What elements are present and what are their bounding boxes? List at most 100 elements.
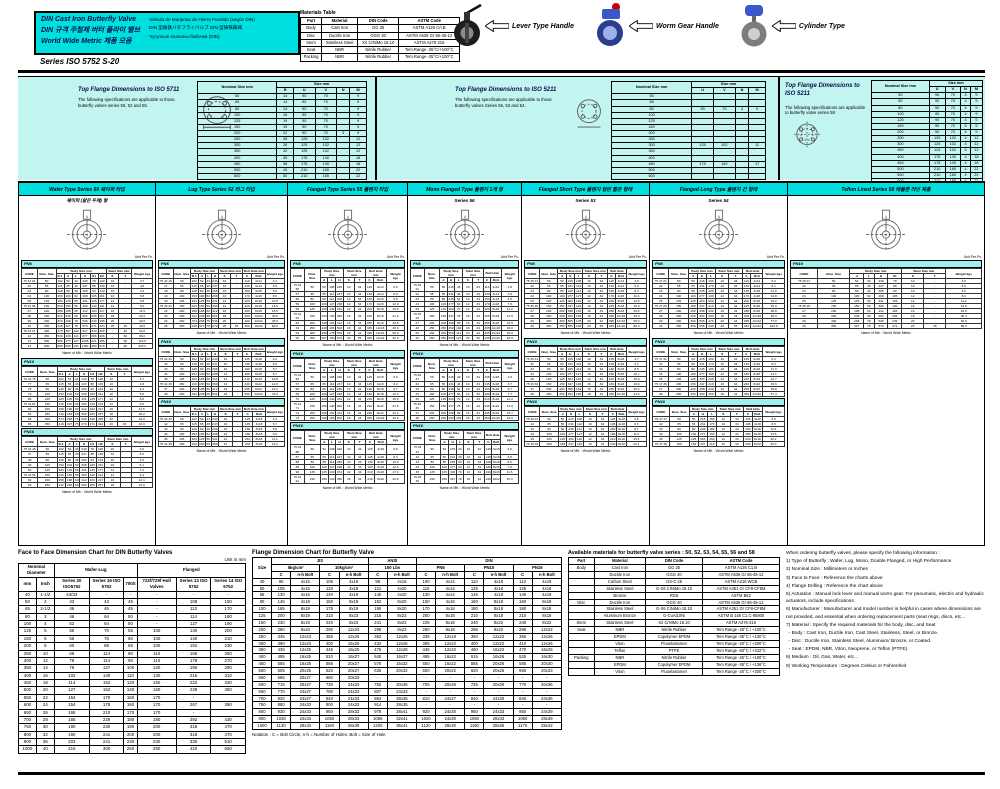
pn-rating-label: PN10	[790, 260, 982, 268]
flange-chart-title: Flange Dimension Chart for Butterfly Val…	[252, 550, 375, 556]
unit-label: Unit Per Pc.	[766, 255, 785, 259]
series-header: Wafer Type Series 50 웨이퍼 타입	[19, 181, 155, 196]
valve-type-label: Cylinder Type	[798, 22, 845, 30]
mfr-label: Name of Mfr. : World Wide Metric	[693, 331, 744, 336]
flange-panel-note: The following specifications are applica…	[785, 104, 866, 116]
valve-type-worm-gear: Worm Gear Handle	[594, 3, 719, 49]
series-column-teflon: Teflon Lined Series 58 테플론 라인 제품 Unit Pe…	[788, 181, 985, 545]
series-table-pn6: CODE Nom. Size Body Size mm Stem Size mm Bol…	[651, 267, 785, 330]
valve-type-cylinder: Cylinder Type	[739, 3, 845, 49]
valve-drawing	[19, 205, 155, 255]
valve-drawing	[408, 205, 521, 255]
flange-panel-iso5711: Top Flange Dimensions to ISO 5711 The fo…	[18, 77, 375, 181]
series-table-pn16: CODE Nom. Size Body Size mm Stem Size mm Bol…	[290, 430, 405, 484]
pn-rating-label: PN16	[158, 398, 285, 407]
unit-note: Unit in mm	[224, 557, 246, 562]
series-table-pn10: CODE Nom. Size Body Size mm Stem Size mm Bol…	[651, 346, 785, 398]
pn-rating-label: PN10	[652, 338, 785, 347]
unit-label: Unit Per Pc.	[963, 255, 982, 259]
mfr-label: Name of Mfr. : World Wide Metric	[560, 449, 611, 454]
series-band: Wafer Type Series 50 웨이퍼 타입 웨이퍼 (얇은 두께) …	[18, 181, 985, 546]
worm-gear-valve-icon	[597, 3, 623, 46]
flange-table-iso5211-mid: Nominal Size mm Size mm U V N M 50 65 80 90 70 4 9…	[610, 80, 766, 181]
series-tables: Unit Per Pc. PN6 CODE Nom. Size Body Size mm…	[156, 255, 287, 453]
series-column-flanged-long: Flanged Long Type 플랜지 긴 형태 Series 54 Uni…	[650, 181, 788, 545]
series-tables: Unit Per Pc. PN6 CODE Nom. Size Body Size mm…	[650, 255, 787, 453]
note-line: - Seat : EPDM, NBR, Viton, Neoprene, or …	[786, 647, 909, 653]
pn-rating-label: PN6	[290, 260, 405, 268]
unit-label: Unit Per Pc.	[628, 255, 647, 259]
valve-type-label: Lever Type Handle	[512, 22, 574, 30]
mfr-label: Name of Mfr. : World Wide Metric	[62, 351, 112, 356]
flange-drawing	[794, 121, 820, 148]
note-line: 5) Actuation : Manual lock lever and man…	[786, 591, 986, 605]
flange-table-iso5711: Nominal Size mm Size mm R U V N M 50 14 90 70 9 65 1…	[196, 80, 367, 181]
pn-rating-label: PN6	[21, 260, 153, 268]
pn-rating-label: PN6	[524, 260, 647, 268]
series-tables: Unit Per Pc. PN6 CODE Nom. Size Body Size mm…	[522, 255, 649, 453]
series-table-pn10: CODE Nom. Size Body Size mm Stem Size mm Bol…	[523, 346, 647, 398]
mfr-label: Name of Mfr. : World Wide Metric	[196, 331, 247, 336]
pn-rating-label: PN6	[652, 260, 785, 268]
pn-rating-label: PN10	[410, 350, 519, 359]
top-flange-band: Top Flange Dimensions to ISO 5711 The fo…	[18, 76, 985, 186]
pn-rating-label: PN16	[290, 422, 405, 431]
series-table-pn6: CODE Nom. Size Body Size mm Stem Size mm Bol…	[523, 267, 647, 330]
valve-drawing	[650, 205, 787, 255]
note-line: 1) Type of Butterfly : Wafer, Lug, Mono,…	[786, 559, 952, 565]
mfr-label: Name of Mfr. : World Wide Metric	[322, 485, 373, 490]
series-column-lug: Lug Type Series 52 러그 타입 Unit Per Pc. PN6…	[156, 181, 288, 545]
series-table-pn10: CODE Nom. Size Body Size mm Stem Size mm Wei…	[20, 366, 154, 428]
series-subheader	[156, 196, 287, 205]
series-tables: Unit Per Pc. PN6 CODE Nom. Size Body Size mm…	[288, 255, 407, 490]
valve-type-row: Lever Type Handle Worm Gear Handle	[452, 3, 845, 49]
valve-type-lever: Lever Type Handle	[452, 3, 574, 49]
valve-drawing	[156, 205, 287, 255]
series-table-pn6: CODE Nom. Size Body Size mm Stem Size mm Bol…	[410, 267, 520, 342]
mfr-label: Name of Mfr. : World Wide Metric	[62, 489, 112, 494]
pn-rating-label: PN10	[524, 338, 647, 347]
pn-rating-label: PN10	[158, 338, 285, 347]
materials-table-grid: Part Material DIN Code ASTM Code Body Cast Ir…	[299, 16, 460, 62]
series-table-pn16: CODE Nom. Size Body Size mm Stem Size mm Bol…	[523, 406, 648, 448]
series-column-flanged-short: Flanged Short Type 플랜지 달린 짧은 형태 Series 5…	[522, 181, 650, 545]
pn-rating-label: PN6	[410, 260, 519, 268]
lever-valve-icon	[454, 3, 482, 46]
note-line: 6) Manufacturer : Manufacturer and model…	[786, 607, 983, 620]
series-table-pn16: CODE Nom. Size Body Size mm Stem Size mm Bol…	[158, 406, 286, 448]
mfr-label: Name of Mfr. : World Wide Metric	[560, 331, 611, 336]
pn-rating-label: PN16	[21, 428, 153, 437]
series-table-pn6: CODE Nom. Size Body Size mm Stem Size mm Wei…	[21, 267, 153, 350]
note-line: 7) Material : Specify the required mater…	[786, 622, 936, 628]
series-header: Flanged Type Series 55 플랜지 타입	[288, 181, 407, 196]
note-line: 3) Face to Face : Reference the charts a…	[786, 575, 883, 581]
unit-label: Unit Per Pc.	[386, 255, 405, 259]
flange-panel-title: Top Flange Dimensions to ISO 5211	[455, 87, 557, 93]
valve-drawing	[288, 205, 407, 255]
page-title: DIN Cast Iron Butterfly Valve DIN 규격 주철제…	[41, 16, 141, 45]
series-subheader: Series 53	[575, 198, 596, 203]
series-header: Flanged Short Type 플랜지 달린 짧은 형태	[522, 181, 649, 196]
pn-rating-label: PN10	[21, 358, 153, 367]
pn-rating-label: PN16	[652, 398, 785, 407]
mfr-label: Name of Mfr. : World Wide Metric	[693, 449, 744, 454]
arrow-left-icon	[629, 20, 653, 32]
notation-note: Notation : C = Bolt Circle, n-h = Number…	[252, 731, 386, 737]
unit-label: Unit Per Pc.	[266, 255, 285, 259]
note-line: - Disc : Ductile Iron, Stainless Steel, …	[786, 639, 932, 645]
available-materials-title: Available materials for butterfly valve …	[568, 550, 755, 556]
mfr-label: Name of Mfr. : World Wide Metric	[439, 343, 490, 348]
series-subheader: Series 54	[708, 198, 729, 203]
pn-rating-label: PN6	[158, 260, 285, 268]
flange-drawing	[567, 93, 611, 138]
materials-table: Materials Table Part Material DIN Code ASTM…	[299, 10, 460, 62]
series-column-flanged: Flanged Type Series 55 플랜지 타입 Unit Per P…	[288, 181, 408, 545]
page-title-translations: Válvula de Mariposa de Hierro Fundido (s…	[149, 17, 255, 39]
note-line: When ordering butterfly valves, please s…	[786, 551, 940, 556]
note-line: 8) Medium : Oil, Gas, Water, etc...	[786, 655, 859, 661]
available-materials-grid: Part Material DIN Code ASTM Code Body Cast Ir…	[568, 557, 781, 676]
series-tables: Unit Per Pc. PN6 CODE Nom. Size Body Size mm…	[19, 255, 155, 494]
series-table-pn10: CODE Nom. Size Body Size mm Stem Size mm Bol…	[290, 358, 405, 422]
ordering-notes: When ordering butterfly valves, please s…	[786, 550, 985, 671]
mfr-label: Name of Mfr. : World Wide Metric	[322, 343, 373, 348]
